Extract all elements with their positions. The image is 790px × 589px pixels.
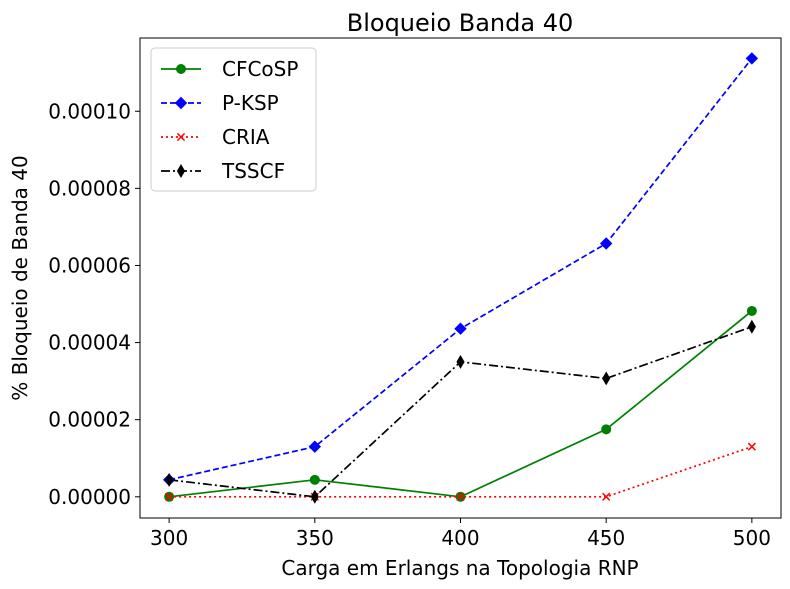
data-point-cria: [456, 492, 465, 501]
legend-item-p-ksp: P-KSP: [161, 91, 279, 115]
y-tick-label: 0.00000: [48, 485, 131, 509]
data-point-cfcosp: [601, 424, 612, 435]
y-axis-label: % Bloqueio de Banda 40: [8, 155, 32, 400]
legend-item-cfcosp: CFCoSP: [161, 57, 298, 81]
y-axis: 0.00000 0.00002 0.00004 0.00006 0.00008 0.000…: [48, 99, 140, 509]
legend-marker: [176, 132, 186, 142]
x-tick-label: 400: [441, 526, 479, 550]
data-point-p-ksp: [745, 52, 759, 65]
x-tick-label: 500: [733, 526, 771, 550]
x-tick-label: 450: [587, 526, 625, 550]
data-point-tsscf: [456, 354, 465, 369]
plot-content: [162, 52, 759, 504]
legend-label: TSSCF: [221, 159, 285, 183]
data-point-tsscf: [602, 371, 611, 386]
data-point-tsscf: [747, 319, 756, 334]
x-tick-label: 300: [150, 526, 188, 550]
chart-title: Bloqueio Banda 40: [347, 9, 574, 37]
data-point-cria: [747, 442, 756, 451]
series-tsscf: [165, 319, 756, 504]
x-tick-label: 350: [296, 526, 334, 550]
legend-label: CRIA: [222, 125, 270, 149]
data-point-cfcosp: [309, 474, 320, 485]
y-tick-label: 0.00010: [48, 99, 131, 123]
data-point-tsscf: [310, 489, 319, 504]
legend-label: CFCoSP: [222, 57, 298, 81]
legend-label: P-KSP: [222, 91, 279, 115]
legend-marker: [176, 164, 186, 178]
data-point-p-ksp: [454, 322, 467, 335]
legend-marker: [174, 96, 188, 110]
data-point-cfcosp: [746, 305, 757, 316]
data-point-p-ksp: [599, 237, 613, 250]
y-tick-label: 0.00008: [48, 176, 131, 200]
legend-box: [150, 47, 317, 192]
y-tick-label: 0.00006: [48, 253, 131, 277]
x-axis-label: Carga em Erlangs na Topologia RNP: [281, 556, 638, 580]
data-point-cria: [602, 492, 611, 501]
data-point-tsscf: [165, 472, 174, 487]
legend-marker: [176, 64, 186, 74]
data-point-p-ksp: [308, 440, 322, 453]
x-axis: 300 350 400 450 500: [150, 518, 771, 550]
y-tick-label: 0.00002: [48, 408, 131, 432]
legend-item-tsscf: TSSCF: [161, 159, 285, 183]
legend-item-cria: CRIA: [161, 125, 270, 149]
data-point-cria: [165, 492, 174, 501]
legend: CFCoSP P-KSP CRIA TSSCF: [150, 47, 317, 192]
y-tick-label: 0.00004: [48, 331, 131, 355]
